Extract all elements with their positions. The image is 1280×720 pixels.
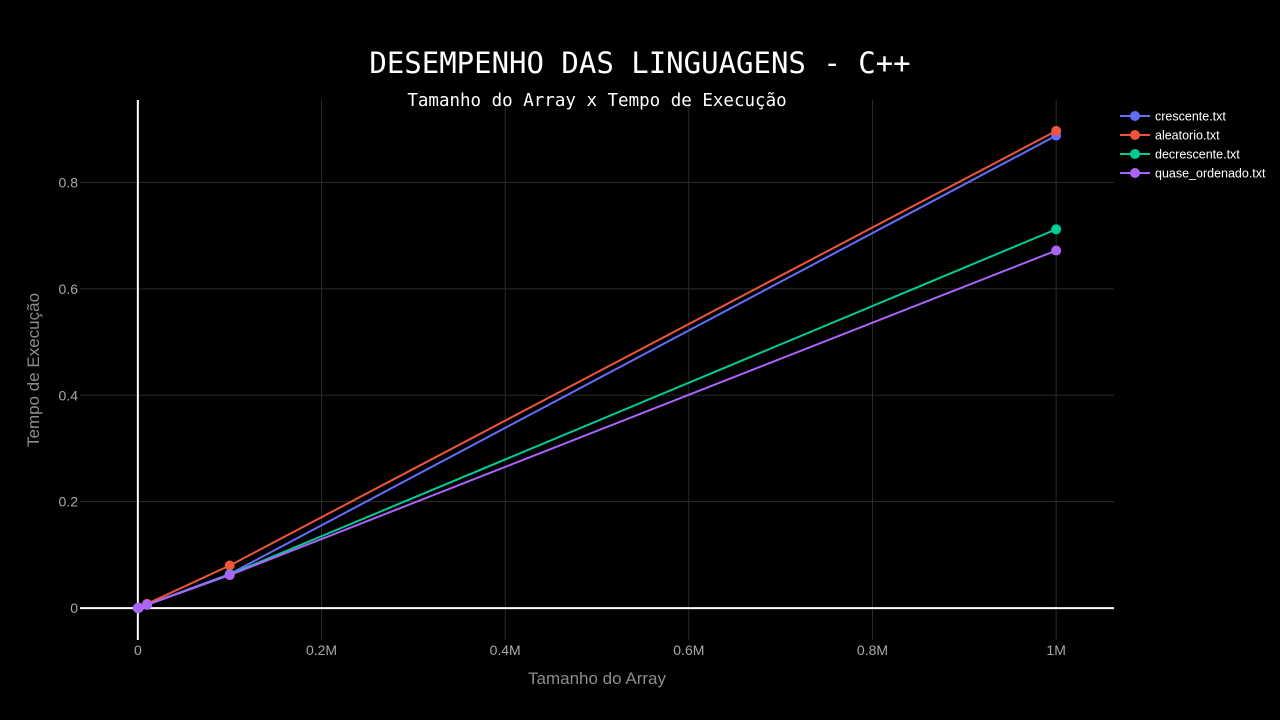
- y-axis-title: Tempo de Execução: [24, 293, 43, 447]
- legend-swatch-marker: [1130, 111, 1140, 121]
- chart-subtitle: Tamanho do Array x Tempo de Execução: [407, 91, 786, 111]
- zero-lines: [80, 100, 1114, 640]
- data-point: [1051, 224, 1062, 235]
- grid-lines: [80, 100, 1114, 640]
- legend-item: quase_ordenado.txt: [1120, 167, 1266, 181]
- data-point: [142, 599, 153, 610]
- data-point: [224, 570, 235, 581]
- legend-label: crescente.txt: [1155, 110, 1226, 124]
- series-layer: [132, 125, 1062, 614]
- series-3: [132, 245, 1062, 614]
- legend-item: aleatorio.txt: [1120, 129, 1220, 143]
- data-point: [133, 602, 144, 613]
- x-tick-label: 0: [134, 642, 142, 658]
- x-tick-label: 0.6M: [673, 642, 704, 658]
- y-tick-label: 0.8: [59, 174, 79, 190]
- x-tick-label: 1M: [1046, 642, 1065, 658]
- x-tick-label: 0.4M: [490, 642, 521, 658]
- legend-item: crescente.txt: [1120, 110, 1226, 124]
- data-point: [1051, 125, 1062, 136]
- legend-label: decrescente.txt: [1155, 148, 1240, 162]
- data-point: [224, 560, 235, 571]
- legend-swatch-marker: [1130, 130, 1140, 140]
- legend-label: quase_ordenado.txt: [1155, 167, 1266, 181]
- data-point: [1051, 245, 1062, 256]
- y-tick-label: 0.2: [59, 494, 79, 510]
- x-tick-label: 0.2M: [306, 642, 337, 658]
- tick-labels: 0 0.2M 0.4M 0.6M 0.8M 1M 0 0.2 0.4 0.6 0.8: [59, 174, 1066, 658]
- legend: crescente.txt aleatorio.txt decrescente.tx…: [1120, 110, 1266, 181]
- chart-title: DESEMPENHO DAS LINGUAGENS - C++: [369, 46, 910, 80]
- legend-label: aleatorio.txt: [1155, 129, 1220, 143]
- x-tick-label: 0.8M: [857, 642, 888, 658]
- legend-item: decrescente.txt: [1120, 148, 1240, 162]
- legend-swatch-marker: [1130, 149, 1140, 159]
- y-tick-label: 0.4: [59, 387, 79, 403]
- x-axis-title: Tamanho do Array: [528, 669, 666, 688]
- y-tick-label: 0: [70, 600, 78, 616]
- legend-swatch-marker: [1130, 168, 1140, 178]
- y-tick-label: 0.6: [59, 281, 79, 297]
